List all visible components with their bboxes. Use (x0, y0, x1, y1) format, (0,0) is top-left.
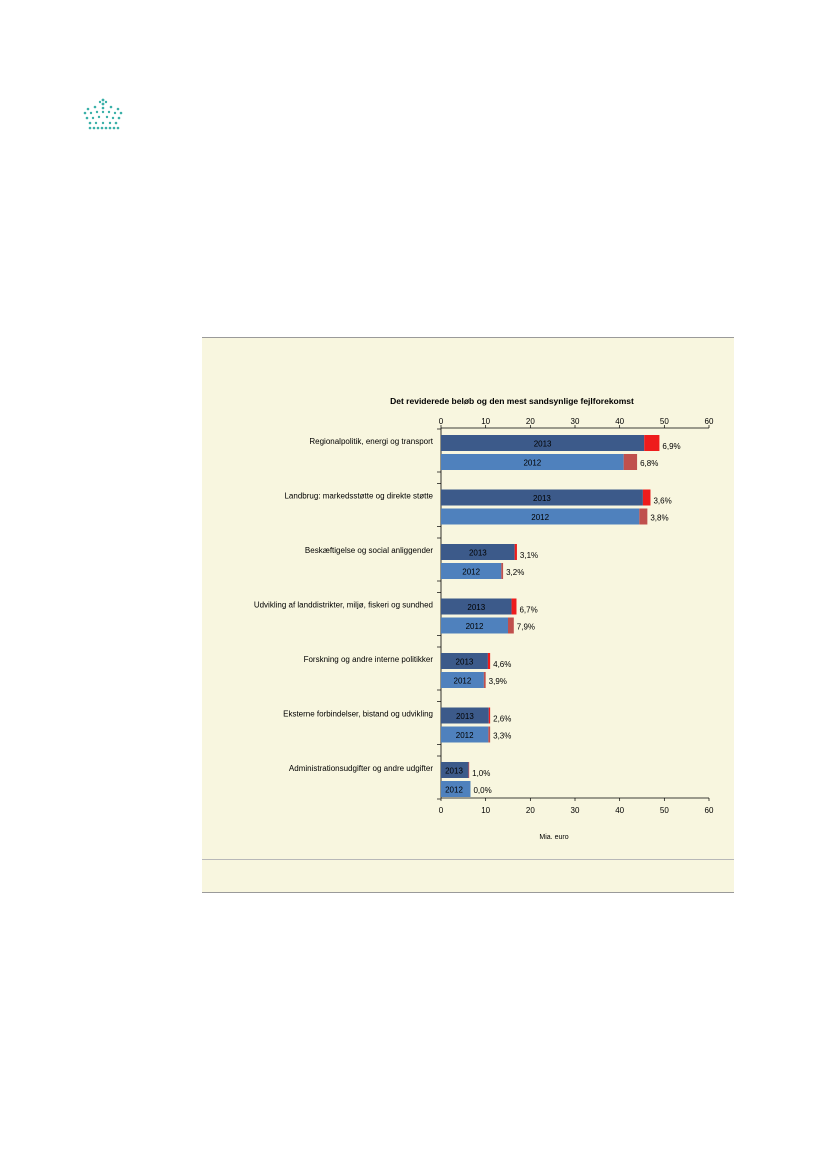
bar-2012-error (483, 672, 486, 688)
bar-2013-error (487, 653, 491, 669)
error-rate-label: 7,9% (517, 623, 535, 632)
bar-year-label: 2013 (469, 549, 487, 558)
chart-title: Det reviderede beløb og den mest sandsyn… (390, 396, 634, 406)
bottom-x-tick-label: 0 (439, 806, 444, 815)
bar-2012-audited (441, 726, 489, 743)
error-rate-label: 3,6% (653, 497, 671, 506)
bar-2013-error (488, 707, 491, 724)
error-rate-label: 3,3% (493, 732, 511, 741)
top-x-tick-label: 20 (526, 417, 535, 426)
bar-2012-error (501, 563, 504, 579)
category-label: Forskning og andre interne politikker (304, 655, 434, 664)
bottom-x-tick-label: 40 (615, 806, 624, 815)
error-rate-label: 3,1% (520, 551, 538, 560)
bar-2013-error (642, 489, 651, 506)
bar-year-label: 2012 (456, 731, 474, 740)
bar-2013-audited (441, 598, 512, 615)
bar-2013-audited (441, 544, 515, 560)
category-label: Eksterne forbindelser, bistand og udvikl… (283, 710, 433, 719)
bar-2012-audited (441, 672, 484, 688)
bar-year-label: 2013 (533, 494, 551, 503)
bar-year-label: 2012 (462, 568, 480, 577)
bottom-x-tick-label: 30 (571, 806, 580, 815)
top-x-tick-label: 50 (660, 417, 669, 426)
figure-footer-divider (202, 859, 734, 860)
bottom-x-tick-label: 10 (481, 806, 490, 815)
top-x-tick-label: 10 (481, 417, 490, 426)
category-label: Landbrug: markedsstøtte og direkte støtt… (284, 492, 433, 501)
bar-2012-audited (441, 617, 508, 634)
bar-2012-error (488, 726, 491, 743)
bar-year-label: 2012 (445, 786, 463, 795)
bottom-x-tick-label: 20 (526, 806, 535, 815)
error-rate-label: 3,8% (650, 514, 668, 523)
bar-2013-error (511, 598, 517, 615)
bar-year-label: 2013 (467, 603, 485, 612)
error-rate-label: 3,9% (489, 677, 507, 686)
bar-year-label: 2012 (523, 459, 541, 468)
bar-2013-audited (441, 435, 645, 451)
bar-2012-error (508, 617, 514, 634)
bar-year-label: 2012 (454, 677, 472, 686)
error-rate-label: 1,0% (472, 769, 490, 778)
bar-2013-audited (441, 762, 469, 778)
bar-2013-audited (441, 707, 489, 724)
error-rate-label: 3,2% (506, 568, 524, 577)
bar-2012-audited (441, 454, 624, 470)
error-rate-label: 0,0% (473, 786, 491, 795)
error-rate-label: 6,8% (640, 459, 658, 468)
error-rate-label: 4,6% (493, 660, 511, 669)
error-rate-label: 6,7% (519, 606, 537, 615)
category-label: Regionalpolitik, energi og transport (309, 437, 433, 446)
bar-year-label: 2012 (466, 622, 484, 631)
error-rate-label: 2,6% (493, 715, 511, 724)
category-label: Administrationsudgifter og andre udgifte… (289, 764, 433, 773)
category-label: Udvikling af landdistrikter, miljø, fisk… (254, 601, 433, 610)
plot-area: 0 0 10 10 20 20 30 30 40 40 50 50 60 60 Regionalpoliti… (254, 417, 714, 815)
bar-2012-audited (441, 508, 640, 525)
bar-2012-error (639, 508, 648, 525)
bottom-x-tick-label: 60 (705, 806, 714, 815)
bar-2012-audited (441, 781, 471, 797)
bar-year-label: 2012 (531, 513, 549, 522)
bar-2013-error (514, 544, 517, 560)
bar-year-label: 2013 (534, 440, 552, 449)
error-rate-bar-chart: Det reviderede beløb og den mest sandsyn… (254, 396, 714, 841)
bar-year-label: 2013 (456, 712, 474, 721)
bar-2013-error (644, 435, 660, 451)
figure-panel (202, 337, 734, 893)
crown-icon (83, 98, 123, 130)
bar-year-label: 2013 (445, 767, 463, 776)
top-x-tick-label: 0 (439, 417, 444, 426)
category-label: Beskæftigelse og social anliggender (305, 546, 433, 555)
bar-2012-audited (441, 563, 502, 579)
top-x-tick-label: 40 (615, 417, 624, 426)
bar-2013-audited (441, 489, 643, 506)
x-axis-label: Mia. euro (539, 834, 568, 841)
top-x-tick-label: 30 (571, 417, 580, 426)
error-rate-label: 6,9% (662, 442, 680, 451)
bottom-x-tick-label: 50 (660, 806, 669, 815)
bar-2013-audited (441, 653, 488, 669)
top-x-tick-label: 60 (705, 417, 714, 426)
bar-year-label: 2013 (456, 658, 474, 667)
bar-2012-error (623, 454, 638, 470)
